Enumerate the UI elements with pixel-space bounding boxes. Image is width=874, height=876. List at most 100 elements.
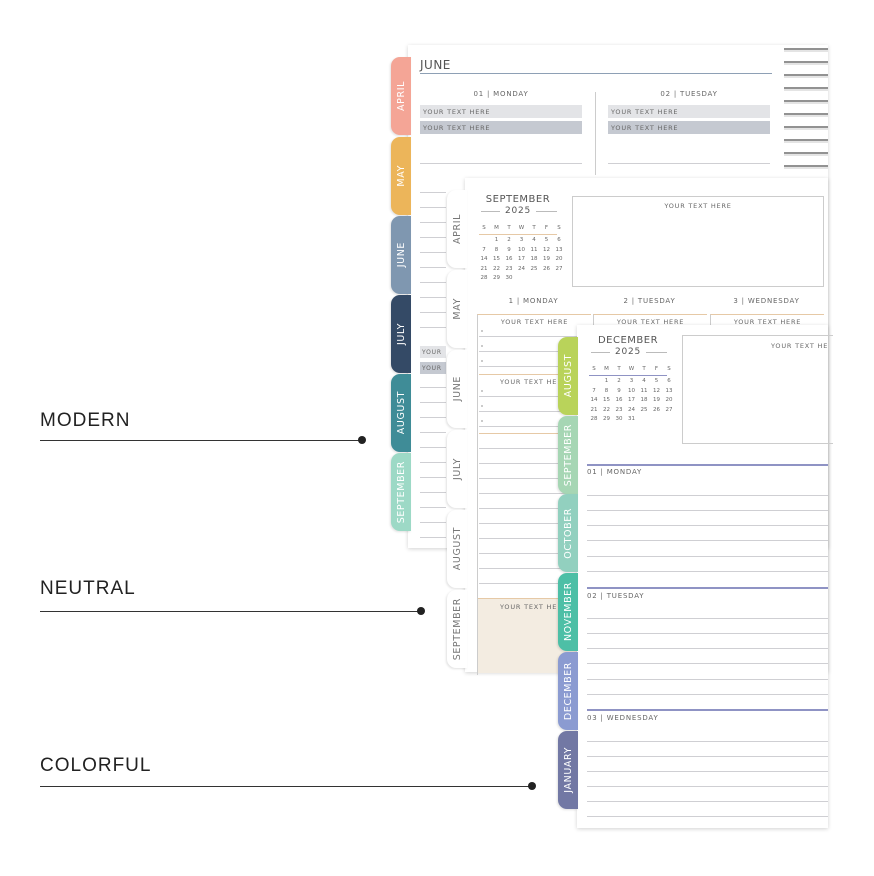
tab-october[interactable]: OCTOBER (558, 494, 578, 572)
rule-line (587, 801, 828, 802)
tab-label: JANUARY (562, 747, 574, 793)
leader-dot (417, 607, 425, 615)
leader-line (40, 440, 362, 441)
style-label-neutral: NEUTRAL (40, 578, 136, 599)
weekday-label: T (507, 225, 511, 231)
calendar-day: 3 (629, 378, 634, 384)
tab-label: JULY (451, 458, 463, 480)
rule-line (589, 375, 667, 376)
calendar-day: 22 (493, 265, 500, 272)
style-label-colorful: COLORFUL (40, 755, 152, 776)
notes-box-label: YOUR TEXT HE (771, 342, 829, 350)
tab-label: AUGUST (451, 527, 463, 571)
tab-may[interactable]: MAY (447, 270, 467, 348)
calendar-day: 12 (653, 387, 660, 394)
tab-september[interactable]: SEPTEMBER (447, 590, 467, 668)
bullet-dot (481, 405, 483, 407)
calendar-day: 21 (480, 265, 488, 272)
calendar-day: 31 (628, 416, 635, 422)
rule-line (608, 163, 770, 164)
rule-line (479, 234, 557, 235)
calendar-day: 2 (507, 237, 511, 243)
rule-line (420, 417, 446, 418)
tab-april[interactable]: APRIL (391, 57, 411, 135)
calendar-day: 25 (640, 406, 648, 413)
calendar-day: 20 (555, 256, 563, 262)
calendar-day: 25 (530, 265, 538, 272)
calendar-day: 1 (494, 237, 499, 243)
tab-july[interactable]: JULY (447, 430, 467, 508)
section-header: YOUR TEXT HE (500, 378, 558, 386)
rule-line (420, 267, 446, 268)
tab-label: SEPTEMBER (451, 597, 463, 661)
section-header: YOUR TEXT HE (500, 603, 558, 611)
rule-line (587, 709, 828, 711)
rule-line (479, 478, 588, 479)
rule-line (479, 463, 588, 464)
calendar-day: 29 (603, 416, 610, 422)
calendar-day: 2 (617, 378, 621, 384)
calendar-day: 21 (590, 406, 598, 413)
tab-label: AUGUST (562, 354, 574, 398)
notes-box: YOUR TEXT HERE (572, 196, 824, 287)
rule-line (646, 352, 667, 353)
tab-december[interactable]: DECEMBER (558, 652, 578, 730)
text-box-label: YOUR (422, 365, 442, 372)
weekday-label: S (557, 225, 561, 231)
rule-line (479, 366, 588, 367)
tab-june[interactable]: JUNE (447, 350, 467, 428)
calendar-day: 9 (507, 246, 511, 253)
style-label-modern: MODERN (40, 410, 131, 431)
rule-line (479, 448, 588, 449)
rule-line (587, 663, 828, 664)
rule-line (420, 252, 446, 253)
tab-january[interactable]: JANUARY (558, 731, 578, 809)
rule-line (587, 464, 828, 466)
tab-july[interactable]: JULY (391, 295, 411, 373)
tab-label: MAY (395, 165, 407, 187)
rule-line (587, 510, 828, 511)
tab-april[interactable]: APRIL (447, 190, 467, 268)
tab-june[interactable]: JUNE (391, 216, 411, 294)
tab-label: JULY (395, 323, 407, 345)
calendar-day: 28 (480, 275, 488, 281)
rule-line (420, 537, 446, 538)
weekday-label: M (604, 366, 609, 372)
tab-august[interactable]: AUGUST (558, 337, 578, 415)
rule-line (479, 374, 588, 375)
calendar-year: 2025 (614, 347, 642, 357)
bullet-dot (481, 330, 483, 332)
rule-line (479, 523, 588, 524)
calendar-day: 11 (530, 246, 538, 253)
day-column-header: YOUR TEXT HERE (733, 318, 802, 326)
rule-line (479, 351, 588, 352)
calendar-day: 9 (617, 387, 621, 394)
tab-label: AUGUST (395, 391, 407, 435)
rule-line (591, 352, 610, 353)
calendar-day: 11 (640, 387, 648, 394)
day-label: 1 | MONDAY (508, 297, 559, 305)
tab-august[interactable]: AUGUST (391, 374, 411, 452)
calendar-day: 18 (640, 397, 648, 403)
calendar-day: 19 (653, 397, 660, 403)
tab-september[interactable]: SEPTEMBER (558, 416, 578, 494)
notes-box-label: YOUR TEXT HERE (664, 202, 732, 210)
tab-november[interactable]: NOVEMBER (558, 573, 578, 651)
text-box: YOUR TEXT HERE (420, 105, 582, 118)
tab-may[interactable]: MAY (391, 137, 411, 215)
rule-line (420, 73, 772, 74)
tab-september[interactable]: SEPTEMBER (391, 453, 411, 531)
rule-line (420, 492, 446, 493)
calendar-day: 27 (665, 406, 673, 413)
calendar-day: 10 (628, 387, 635, 394)
tab-august[interactable]: AUGUST (447, 510, 467, 588)
calendar-day: 23 (505, 265, 513, 272)
weekday-label: T (642, 366, 646, 372)
day-label: 3 | WEDNESDAY (733, 297, 800, 305)
tab-label: JUNE (395, 242, 407, 268)
text-box-label: YOUR TEXT HERE (423, 108, 491, 116)
rule-line (420, 402, 446, 403)
rule-line (479, 538, 588, 539)
text-box-label: YOUR TEXT HERE (611, 108, 679, 116)
day-label: 03 | WEDNESDAY (587, 714, 659, 722)
